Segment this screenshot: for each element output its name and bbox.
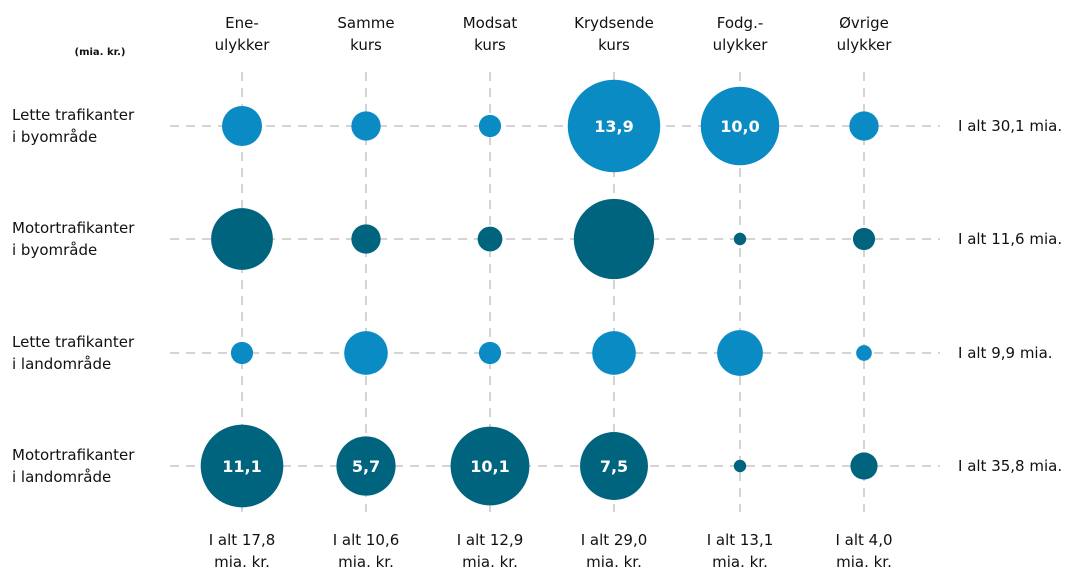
bubble <box>567 79 661 173</box>
bubble <box>478 114 502 138</box>
row-label: Motortrafikanter i landområde <box>12 446 135 486</box>
bubble <box>222 106 262 146</box>
column-label: Modsat kurs <box>463 14 518 54</box>
data-label: 10,0 <box>720 117 759 136</box>
column-label: Krydsende kurs <box>574 14 654 54</box>
bubble <box>478 341 502 365</box>
bubble <box>351 111 381 141</box>
bubble <box>856 345 872 361</box>
column-total: I alt 10,6 mia. kr. <box>333 531 400 569</box>
data-label: 10,1 <box>470 457 509 476</box>
column-total: I alt 29,0 mia. kr. <box>581 531 648 569</box>
bubble <box>573 198 655 280</box>
row-total: I alt 35,8 mia. <box>958 457 1062 475</box>
bubble <box>336 436 396 496</box>
column-label: Øvrige ulykker <box>837 14 893 54</box>
row-total: I alt 9,9 mia. <box>958 344 1053 362</box>
bubble <box>200 424 284 508</box>
column-total: I alt 17,8 mia. kr. <box>209 531 276 569</box>
data-label: 11,1 <box>222 457 261 476</box>
row-label: Lette trafikanter i byområde <box>12 106 135 146</box>
bubble <box>849 111 879 141</box>
bubble <box>733 232 747 246</box>
bubble <box>211 208 273 270</box>
bubble <box>850 452 878 480</box>
row-total: I alt 30,1 mia. <box>958 117 1062 135</box>
bubble <box>580 432 648 500</box>
data-label: 7,5 <box>600 457 628 476</box>
column-total: I alt 12,9 mia. kr. <box>457 531 524 569</box>
column-total: I alt 13,1 mia. kr. <box>707 531 774 569</box>
data-label: 13,9 <box>594 117 633 136</box>
bubble <box>450 426 530 506</box>
bubble <box>351 224 381 254</box>
bubble <box>477 226 503 252</box>
column-label: Fodg.-ulykker <box>713 14 769 54</box>
bubble <box>852 227 876 251</box>
bubble <box>733 459 747 473</box>
bubble <box>344 331 388 375</box>
bubble <box>700 86 780 166</box>
column-label: Samme kurs <box>337 14 394 54</box>
column-total: I alt 4,0 mia. kr. <box>835 531 892 569</box>
row-total: I alt 11,6 mia. <box>958 230 1062 248</box>
bubble <box>230 341 254 365</box>
unit-label: (mia. kr.) <box>75 47 126 58</box>
bubble <box>592 331 636 375</box>
bubble <box>717 330 763 376</box>
column-label: Ene-ulykker <box>215 14 271 54</box>
row-label: Lette trafikanter i landområde <box>12 333 135 373</box>
data-label: 5,7 <box>352 457 380 476</box>
row-label: Motortrafikanter i byområde <box>12 219 135 259</box>
